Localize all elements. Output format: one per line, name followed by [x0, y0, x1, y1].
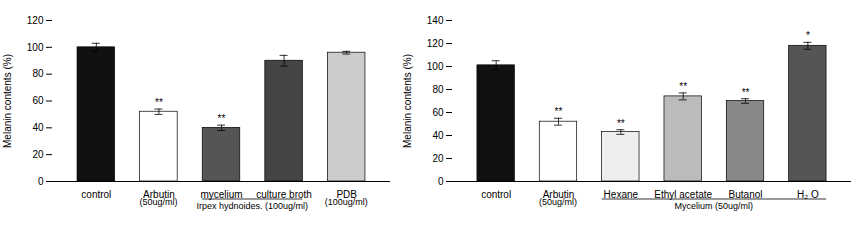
svg-text:100: 100 — [427, 61, 444, 72]
svg-text:mycelium: mycelium — [200, 189, 242, 200]
svg-text:Arbutin: Arbutin — [542, 188, 575, 200]
svg-text:60: 60 — [432, 107, 444, 118]
svg-text:(50ug/ml): (50ug/ml) — [539, 197, 577, 207]
svg-text:100: 100 — [27, 42, 44, 53]
svg-text:20: 20 — [432, 153, 444, 164]
svg-text:**: ** — [742, 87, 750, 98]
svg-text:0: 0 — [438, 176, 444, 187]
svg-text:120: 120 — [427, 38, 444, 49]
svg-text:(50ug/ml): (50ug/ml) — [139, 197, 177, 207]
svg-text:80: 80 — [32, 68, 44, 79]
svg-text:Melanin contents (%): Melanin contents (%) — [2, 54, 13, 148]
svg-text:control: control — [81, 189, 111, 200]
svg-text:60: 60 — [32, 95, 44, 106]
svg-text:culture broth: culture broth — [256, 189, 312, 200]
svg-text:Hexane: Hexane — [604, 189, 639, 200]
svg-text:Arbutin: Arbutin — [143, 188, 175, 200]
svg-text:40: 40 — [32, 122, 44, 133]
svg-text:H₂ O: H₂ O — [797, 189, 819, 200]
svg-text:PDB: PDB — [336, 188, 357, 200]
svg-text:*: * — [806, 30, 810, 41]
svg-text:Irpex hydnoides. (100ug/ml): Irpex hydnoides. (100ug/ml) — [197, 201, 309, 211]
svg-text:40: 40 — [432, 130, 444, 141]
svg-text:Ethyl acetate: Ethyl acetate — [654, 189, 712, 200]
svg-text:(100ug/ml): (100ug/ml) — [325, 197, 368, 207]
svg-text:**: ** — [155, 97, 163, 108]
svg-text:140: 140 — [427, 15, 444, 26]
svg-text:120: 120 — [27, 15, 44, 26]
svg-text:Melanin contents (%): Melanin contents (%) — [402, 54, 413, 148]
svg-text:0: 0 — [38, 176, 44, 187]
svg-text:20: 20 — [32, 149, 44, 160]
svg-text:**: ** — [218, 113, 226, 124]
svg-text:control: control — [481, 189, 511, 200]
svg-text:**: ** — [617, 118, 625, 129]
svg-text:80: 80 — [432, 84, 444, 95]
svg-text:Mycelium (50ug/ml): Mycelium (50ug/ml) — [675, 201, 754, 211]
svg-text:**: ** — [555, 106, 563, 117]
svg-text:**: ** — [679, 81, 687, 92]
svg-text:Butanol: Butanol — [729, 189, 763, 200]
